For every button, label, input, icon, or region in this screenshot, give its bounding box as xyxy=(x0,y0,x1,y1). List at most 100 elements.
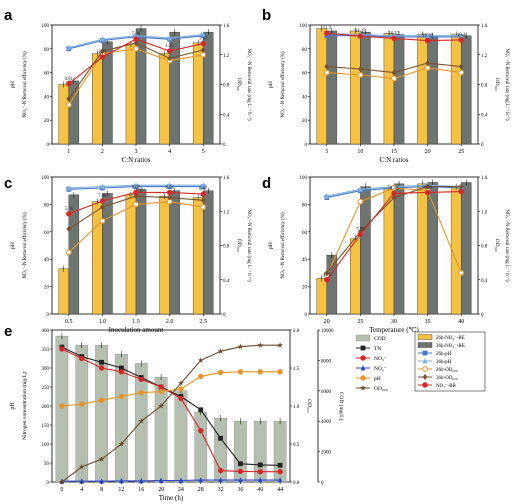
data-label: 5.31 xyxy=(199,37,208,42)
point-b-5-2 xyxy=(391,69,397,76)
y2-tick-label: 0 xyxy=(223,313,226,318)
point-d-6-0 xyxy=(324,277,330,283)
y-axis-label-ph: pH xyxy=(10,242,16,249)
bar-d-1-1 xyxy=(360,186,371,315)
x-tick-label: 2.0 xyxy=(166,319,174,325)
y2-tick-label: 1.2 xyxy=(481,210,488,215)
point-c-6-0 xyxy=(66,211,72,217)
point-e-1-8 xyxy=(218,435,223,441)
point-e-3-8 xyxy=(218,477,223,483)
point-b-5-0 xyxy=(324,63,330,70)
x-tick-label: 36 xyxy=(237,487,243,493)
point-b-4-2 xyxy=(391,75,397,82)
data-label: 0.81 xyxy=(65,77,74,82)
y2-axis-label-rr: NO₃⁻-N Removal rate (mg L⁻¹ h⁻¹) xyxy=(246,48,252,121)
point-e-5-10 xyxy=(257,342,264,348)
x-tick-label: 1.5 xyxy=(132,319,140,325)
point-e-2-0 xyxy=(59,346,65,352)
y2-tick-label: 0.0 xyxy=(293,481,300,486)
legend-abcd-label-0: 26h-NO₃⁻-RE xyxy=(436,336,465,341)
y-tick-label: 100 xyxy=(42,176,50,181)
point-d-3-1 xyxy=(358,186,363,192)
bar-cod-7 xyxy=(194,411,208,483)
data-label: 10.38 xyxy=(422,34,433,39)
x-tick-label: 40 xyxy=(257,487,263,493)
point-e-2-10 xyxy=(257,469,263,475)
y2-tick-label: 1.6 xyxy=(223,24,230,29)
legend-abcd-marker-2 xyxy=(422,350,428,356)
point-c-4-2 xyxy=(133,201,139,208)
point-e-4-6 xyxy=(178,386,184,392)
point-a-4-0 xyxy=(65,101,72,108)
legend-e-swatch-0 xyxy=(355,334,371,342)
panel-c: 5.657.988.02 8.03 8.070.5 1.0 1.5 2.0 2.5Inocu… xyxy=(10,176,252,334)
bar-b-1-0 xyxy=(326,30,338,145)
panel-label-b: b xyxy=(262,7,271,24)
point-e-3-9 xyxy=(238,477,243,483)
point-e-1-10 xyxy=(257,462,263,468)
y2-tick-label: 0.8 xyxy=(481,84,488,89)
bar-d-0-0 xyxy=(316,278,328,315)
y-tick-label: 400 xyxy=(42,329,50,334)
y3-tick-label: 10000 xyxy=(321,329,334,334)
point-c-3-0 xyxy=(66,184,72,191)
y2-tick-label: 0.8 xyxy=(223,245,230,250)
panel-d: 4.26 7.89 8.43 8.26 20 25 30 35 40 Temperature (℃… xyxy=(268,176,510,334)
y-tick-label: 60 xyxy=(302,72,308,77)
legend-e-label-5: OD₆₀₀ xyxy=(374,386,388,392)
series-line-e-4 xyxy=(61,371,281,407)
legend-abcd-swatch-1 xyxy=(417,342,433,348)
series-line-e-2 xyxy=(61,348,281,473)
data-label: 8.26 xyxy=(423,185,432,190)
point-e-2-7 xyxy=(198,428,204,434)
point-e-3-1 xyxy=(79,478,85,484)
y-axis-label-re: NO₃⁻-N Removal efficiency (%) xyxy=(281,51,286,117)
point-a-5-4 xyxy=(200,46,206,53)
y2-tick-label: 1.6 xyxy=(481,24,488,29)
y-tick-label: 300 xyxy=(42,367,50,372)
bar-d-0-3 xyxy=(417,183,428,315)
point-b-6-2 xyxy=(391,35,397,42)
data-label: 10.57 xyxy=(389,31,400,36)
y-tick-label: 60 xyxy=(44,72,50,77)
point-c-3-4 xyxy=(200,182,206,188)
point-a-3-0 xyxy=(66,44,72,51)
x-tick-label: 15 xyxy=(391,149,397,155)
panel-label-c: c xyxy=(4,175,12,192)
point-d-5-0 xyxy=(324,269,330,276)
y2-tick-label: 2.0 xyxy=(293,329,300,334)
legend-e-marker-4 xyxy=(360,375,366,381)
y-axis-label-re: NO₃⁻-N Removal efficiency (%) xyxy=(281,212,286,278)
legend-abcd-label-1: 36h-NO₃⁻-RE xyxy=(436,344,465,349)
bar-a-0-0 xyxy=(58,84,70,145)
bar-a-0-3 xyxy=(159,53,170,145)
point-c-6-4 xyxy=(200,191,206,197)
y2-tick-label: 1.2 xyxy=(481,54,488,59)
legend-e: COD TN NO₃⁻ NO₂⁻ pH OD₆₀₀ xyxy=(355,334,388,392)
point-b-3-3 xyxy=(425,32,430,39)
bar-c-1-2 xyxy=(135,189,147,315)
bar-d-0-1 xyxy=(350,238,361,315)
point-a-6-2 xyxy=(133,36,139,42)
data-label: 11.47 xyxy=(355,29,366,34)
point-c-4-0 xyxy=(65,249,72,256)
point-d-5-3 xyxy=(425,183,430,190)
x-tick-label: 40 xyxy=(458,319,464,325)
point-e-3-11 xyxy=(277,477,283,483)
panel-label-e: e xyxy=(4,323,12,340)
point-e-5-1 xyxy=(78,463,85,470)
point-e-3-6 xyxy=(178,477,184,483)
point-a-4-2 xyxy=(133,45,139,52)
point-c-3-1 xyxy=(100,183,105,189)
x-tick-label: 35 xyxy=(425,319,431,325)
x-tick-label: 5 xyxy=(202,149,205,155)
point-a-5-3 xyxy=(167,55,172,62)
legend-abcd-label-6: NO₃⁻-RR xyxy=(436,384,457,389)
legend-e-label-2: NO₃⁻ xyxy=(374,356,387,362)
point-a-6-3 xyxy=(166,48,173,54)
point-e-5-2 xyxy=(98,456,105,462)
point-e-5-4 xyxy=(138,418,145,424)
point-b-6-1 xyxy=(357,33,364,39)
point-c-3-3 xyxy=(167,182,172,188)
